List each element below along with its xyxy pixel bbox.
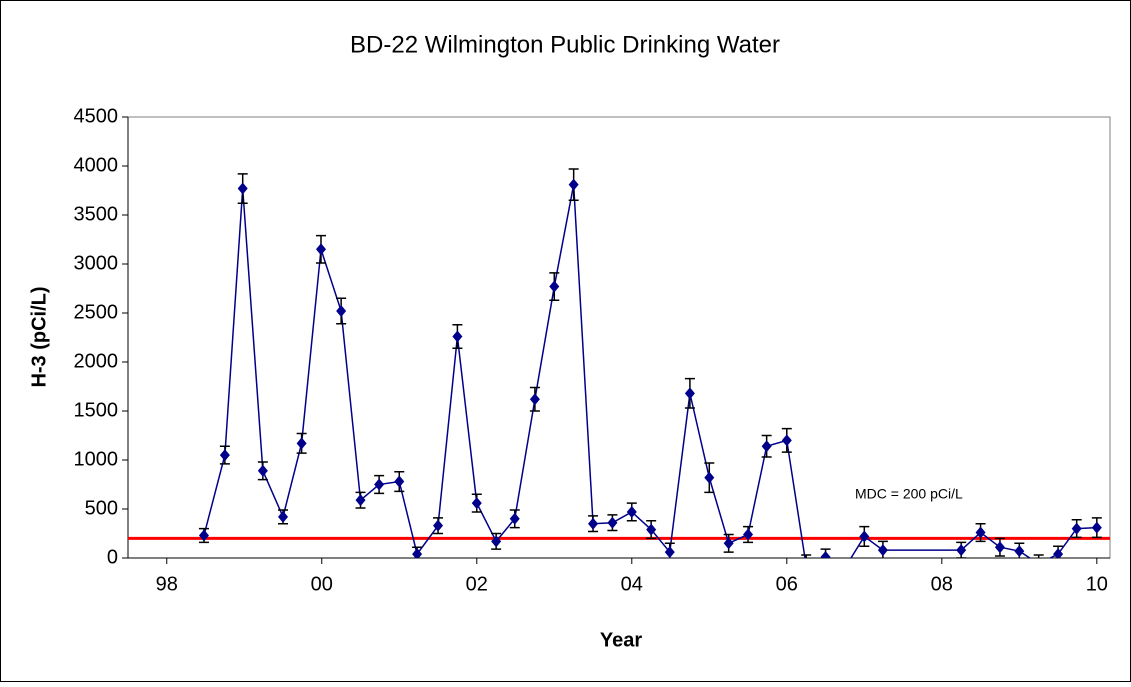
- y-tick-label: 2500: [74, 301, 119, 323]
- marker: [412, 548, 423, 558]
- marker: [664, 546, 675, 558]
- x-axis-label: Year: [600, 629, 642, 651]
- threshold-label: MDC = 200 pCi/L: [855, 486, 963, 502]
- marker: [1091, 521, 1102, 534]
- marker: [626, 505, 637, 518]
- x-tick-label: 00: [311, 573, 333, 595]
- marker: [781, 434, 792, 447]
- marker: [994, 541, 1005, 554]
- marker: [607, 516, 618, 529]
- error-bar: [801, 554, 812, 558]
- marker: [761, 440, 772, 453]
- marker: [1071, 522, 1082, 535]
- chart-title: BD-22 Wilmington Public Drinking Water: [350, 31, 780, 58]
- y-axis-label: H-3 (pCi/L): [28, 286, 50, 387]
- marker: [877, 544, 888, 557]
- marker: [704, 471, 715, 484]
- x-tick-label: 98: [156, 573, 178, 595]
- marker: [956, 544, 967, 557]
- marker: [219, 449, 230, 462]
- marker: [355, 494, 366, 507]
- y-tick-label: 1000: [74, 448, 119, 470]
- marker: [237, 182, 248, 195]
- marker: [452, 330, 463, 343]
- y-tick-label: 3000: [74, 252, 119, 274]
- marker: [296, 437, 307, 450]
- error-bar: [1033, 554, 1044, 558]
- marker: [509, 512, 520, 525]
- marker: [549, 280, 560, 293]
- x-tick-label: 08: [931, 573, 953, 595]
- marker: [529, 393, 540, 406]
- series-line: [203, 184, 1097, 558]
- marker: [568, 178, 579, 191]
- marker: [491, 535, 502, 548]
- marker: [1053, 548, 1064, 558]
- plot-layer: [128, 168, 1110, 558]
- marker: [471, 497, 482, 510]
- y-tick-label: 4000: [74, 154, 119, 176]
- marker: [374, 478, 385, 491]
- x-tick-label: 02: [466, 573, 488, 595]
- x-tick-label: 10: [1086, 573, 1108, 595]
- marker: [1038, 557, 1039, 558]
- y-tick-label: 4500: [74, 105, 119, 127]
- y-tick-label: 0: [107, 546, 118, 568]
- marker: [646, 523, 657, 536]
- marker: [859, 530, 870, 543]
- y-tick-label: 3500: [74, 203, 119, 225]
- marker: [257, 464, 268, 477]
- marker: [743, 528, 754, 541]
- marker: [723, 537, 734, 550]
- y-tick-label: 1500: [74, 399, 119, 421]
- marker: [975, 526, 986, 539]
- marker: [315, 243, 326, 256]
- marker: [278, 510, 289, 523]
- marker: [394, 475, 405, 488]
- y-tick-label: 500: [85, 497, 118, 519]
- marker: [820, 551, 831, 558]
- y-tick-label: 2000: [74, 350, 119, 372]
- marker: [198, 529, 209, 542]
- x-tick-label: 04: [621, 573, 643, 595]
- marker: [336, 305, 347, 318]
- x-tick-label: 06: [776, 573, 798, 595]
- marker: [433, 519, 444, 532]
- marker: [588, 517, 599, 530]
- marker: [1014, 545, 1025, 558]
- marker: [684, 387, 695, 400]
